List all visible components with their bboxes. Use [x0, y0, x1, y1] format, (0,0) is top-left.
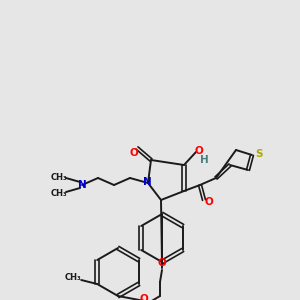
Text: CH₃: CH₃	[51, 188, 67, 197]
Text: O: O	[140, 294, 148, 300]
Text: O: O	[195, 146, 203, 156]
Text: N: N	[78, 180, 86, 190]
Text: CH₃: CH₃	[51, 172, 67, 182]
Text: H: H	[200, 155, 208, 165]
Text: O: O	[205, 197, 213, 207]
Text: S: S	[255, 149, 263, 159]
Text: O: O	[130, 148, 138, 158]
Text: CH₃: CH₃	[65, 274, 82, 283]
Text: N: N	[142, 177, 152, 187]
Text: O: O	[158, 258, 166, 268]
